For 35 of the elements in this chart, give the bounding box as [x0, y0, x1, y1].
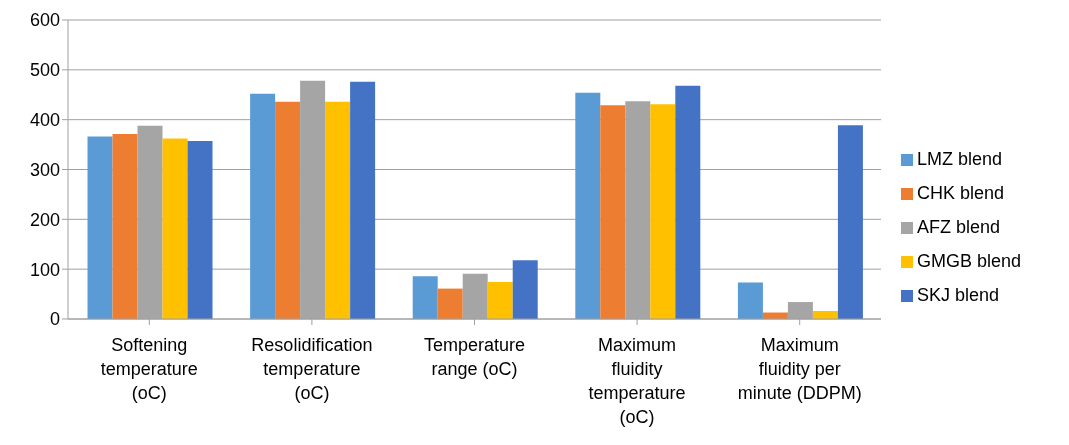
bar	[575, 92, 601, 319]
bar	[650, 104, 676, 319]
y-tick-label: 0	[49, 309, 60, 330]
legend-label: CHK blend	[917, 182, 1005, 203]
bar	[250, 93, 276, 319]
bar	[187, 141, 213, 319]
y-tick-label: 100	[29, 259, 60, 280]
bar	[112, 134, 138, 319]
bar	[737, 282, 763, 319]
bar	[837, 125, 863, 319]
bar	[275, 101, 301, 319]
y-tick-label: 500	[29, 60, 60, 81]
bar	[87, 136, 113, 319]
x-tick-label: Maximum fluidity per minute (DDPM)	[737, 335, 862, 403]
y-tick-label: 300	[29, 159, 60, 180]
legend-label: GMGB blend	[917, 250, 1022, 271]
bar	[512, 260, 538, 319]
bar	[600, 105, 626, 319]
bar	[675, 85, 701, 319]
bar	[487, 282, 513, 319]
x-tick-label: Maximum fluidity temperature (oC)	[588, 335, 686, 427]
bar	[325, 101, 351, 319]
x-tick-label: Softening temperature (oC)	[100, 335, 198, 403]
y-tick-label: 200	[29, 209, 60, 230]
bar	[350, 81, 376, 319]
legend-label: SKJ blend	[917, 284, 1000, 305]
x-tick-label: Resolidification temperature (oC)	[251, 335, 373, 403]
bar	[162, 138, 188, 319]
y-tick-label: 600	[29, 10, 60, 31]
bar	[412, 276, 438, 319]
y-tick-label: 400	[29, 110, 60, 131]
legend-label: AFZ blend	[917, 216, 1001, 237]
legend-label: LMZ blend	[917, 148, 1003, 169]
x-tick-label: Temperature range (oC)	[423, 335, 526, 379]
bar	[437, 288, 463, 319]
